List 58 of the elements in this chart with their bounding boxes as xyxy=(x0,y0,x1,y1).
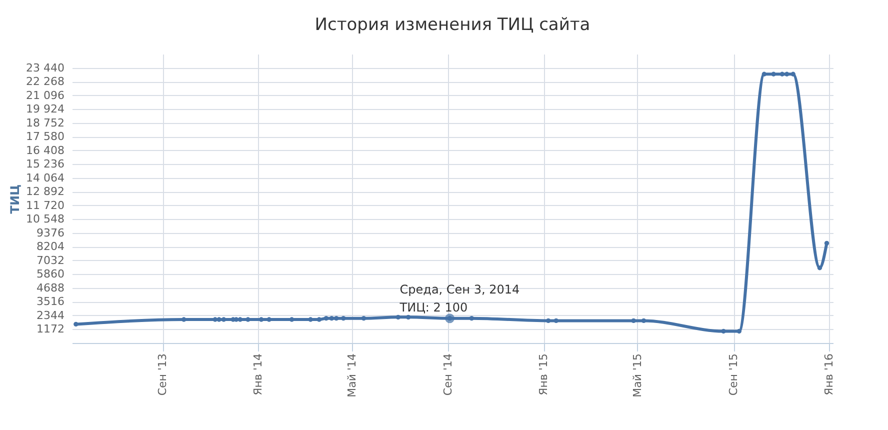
point xyxy=(721,328,726,334)
point xyxy=(784,72,790,76)
x-tick-label: Янв '16 xyxy=(822,354,836,396)
point xyxy=(212,317,218,322)
point xyxy=(329,316,334,321)
chart-title: История изменения ТИЦ сайта xyxy=(314,15,590,35)
y-tick-label: 8204 xyxy=(36,240,64,254)
y-tick-label: 16 408 xyxy=(26,144,64,157)
point xyxy=(817,266,822,270)
y-tick-label: 18 752 xyxy=(26,116,64,130)
y-tick-label: 10 548 xyxy=(26,212,64,226)
point xyxy=(308,317,313,322)
x-tick-label: Сен '14 xyxy=(442,354,455,396)
y-tick-label: 12 892 xyxy=(26,185,64,198)
y-tick-label: 5860 xyxy=(36,268,64,281)
point xyxy=(631,318,636,324)
x-tick-label: Май '14 xyxy=(346,354,358,398)
y-tick-label: 19 924 xyxy=(26,102,64,116)
y-axis-title: ТИЦ xyxy=(8,184,22,214)
point xyxy=(771,72,776,76)
y-tick-label: 1172 xyxy=(36,322,64,336)
point xyxy=(546,318,551,324)
y-tick-label: 15 236 xyxy=(26,158,64,171)
point xyxy=(554,318,558,324)
point xyxy=(469,316,474,321)
point xyxy=(316,317,322,322)
x-tick-label: Янв '15 xyxy=(537,354,550,396)
y-tick-label: 14 064 xyxy=(26,171,64,184)
point xyxy=(641,318,646,324)
point xyxy=(216,317,222,322)
y-tick-label: 11 720 xyxy=(26,198,64,212)
point xyxy=(790,72,796,76)
x-tick-label: Май '15 xyxy=(630,354,644,398)
y-tick-label: 2344 xyxy=(36,308,64,322)
x-tick-label: Сен '15 xyxy=(727,354,740,396)
y-tick-label: 22 268 xyxy=(26,75,64,88)
x-tick-label: Сен '13 xyxy=(156,354,170,396)
point xyxy=(182,317,186,322)
y-tick-label: 3516 xyxy=(36,295,64,308)
point xyxy=(334,316,339,321)
y-tick-label: 17 580 xyxy=(26,130,64,144)
annotation: Среда, Сен 3, 2014 ТИЦ: 2 100 xyxy=(398,282,520,314)
point xyxy=(238,317,242,322)
point xyxy=(341,316,346,321)
y-tick-label: 21 096 xyxy=(26,88,64,102)
point xyxy=(396,314,400,320)
point xyxy=(324,316,329,321)
x-tick-label: Янв '14 xyxy=(252,354,265,396)
point xyxy=(246,317,250,322)
point xyxy=(266,317,272,322)
point xyxy=(736,328,742,334)
point xyxy=(74,322,78,327)
y-tick-label: 9376 xyxy=(36,226,64,240)
y-tick-label: 4688 xyxy=(36,281,64,294)
y-tick-label: 7032 xyxy=(36,254,64,267)
y-tick-label: 23 440 xyxy=(26,61,64,74)
point xyxy=(361,316,366,321)
point xyxy=(824,240,830,246)
